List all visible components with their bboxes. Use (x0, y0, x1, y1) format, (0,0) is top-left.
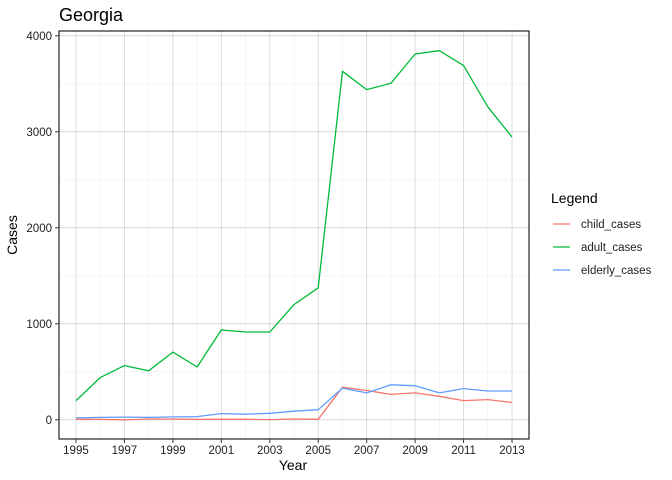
plot-panel-border (58, 30, 530, 440)
legend-label: adult_cases (581, 242, 643, 254)
x-axis-label: Year (279, 457, 308, 473)
x-tick-label: 2013 (499, 445, 525, 457)
x-tick-label: 2003 (257, 445, 283, 457)
legend-label: child_cases (581, 219, 641, 231)
y-tick-label: 4000 (26, 31, 52, 43)
grid (59, 31, 529, 439)
x-tick-label: 1997 (112, 445, 138, 457)
y-tick-label: 2000 (26, 223, 52, 235)
series-line-adult-cases (75, 50, 513, 402)
x-tick-label: 1995 (63, 445, 89, 457)
x-tick-label: 2009 (402, 445, 428, 457)
chart-title: Georgia (59, 5, 124, 25)
x-tick-label: 2001 (209, 445, 235, 457)
y-axis-label: Cases (4, 215, 20, 255)
x-tick-label: 1999 (160, 445, 186, 457)
legend: Legend child_cases adult_cases elderly_cas… (551, 190, 652, 277)
x-tick-label: 2007 (354, 445, 380, 457)
series-lines (75, 50, 513, 421)
x-axis-ticks: 1995 1997 1999 2001 2003 2005 2007 2009 2011 2013 (63, 439, 525, 457)
y-tick-label: 0 (46, 415, 52, 427)
y-tick-label: 3000 (26, 127, 52, 139)
legend-label: elderly_cases (581, 265, 652, 277)
x-tick-label: 2011 (451, 445, 476, 457)
series-line-elderly-cases (75, 384, 512, 419)
legend-title: Legend (551, 190, 598, 206)
y-tick-label: 1000 (26, 319, 52, 331)
series-line-child-cases (76, 386, 513, 421)
x-tick-label: 2005 (305, 445, 331, 457)
y-axis-ticks: 0 1000 2000 3000 4000 (26, 31, 59, 427)
